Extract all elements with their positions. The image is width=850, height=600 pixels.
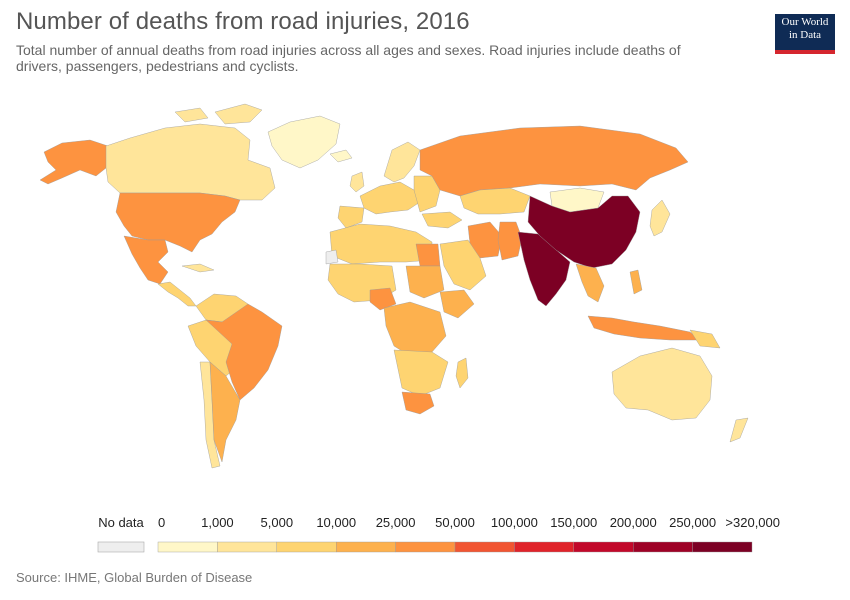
country-pakistan-afghanistan[interactable] — [497, 221, 523, 261]
country-philippines[interactable] — [629, 269, 643, 295]
country-argentina[interactable] — [209, 361, 241, 463]
country-canada[interactable] — [105, 123, 276, 201]
country-south-africa[interactable] — [401, 391, 435, 415]
legend-swatch-2 — [276, 541, 337, 553]
country-central-america[interactable] — [157, 281, 197, 307]
country-southern-africa[interactable] — [393, 349, 449, 397]
legend-label-10: >320,000 — [725, 515, 780, 530]
country-brazil[interactable] — [205, 303, 283, 401]
country-japan[interactable] — [649, 199, 671, 237]
legend-label-7: 150,000 — [550, 515, 597, 530]
country-egypt[interactable] — [415, 243, 441, 267]
legend-labels: 0 1,000 5,000 10,000 25,000 50,000 100,000 150,… — [158, 515, 780, 530]
country-sudan[interactable] — [405, 265, 445, 299]
country-usa[interactable] — [115, 192, 241, 253]
legend-swatches — [157, 541, 753, 553]
source-note: Source: IHME, Global Burden of Disease — [16, 570, 253, 585]
country-china[interactable] — [527, 195, 641, 269]
legend-swatch-3 — [336, 541, 396, 553]
map-legend: No data 0 1,000 5,000 10,000 25,000 50,000 100… — [97, 515, 780, 553]
legend-swatch-9 — [692, 541, 753, 553]
legend-swatch-7 — [573, 541, 634, 553]
legend-label-1: 1,000 — [201, 515, 234, 530]
logo-line-2: in Data — [788, 29, 822, 41]
legend-label-2: 5,000 — [261, 515, 294, 530]
country-madagascar[interactable] — [455, 357, 469, 389]
legend-no-data-swatch — [97, 541, 145, 553]
country-iberia[interactable] — [337, 205, 365, 229]
legend-label-8: 200,000 — [610, 515, 657, 530]
legend-no-data-label: No data — [98, 515, 144, 530]
country-southeast-asia[interactable] — [575, 263, 605, 303]
country-turkey[interactable] — [421, 211, 463, 229]
country-australia[interactable] — [611, 347, 713, 421]
legend-swatch-4 — [395, 541, 456, 553]
country-indonesia[interactable] — [587, 315, 701, 341]
country-russia[interactable] — [419, 125, 689, 197]
country-central-africa[interactable] — [383, 301, 447, 357]
legend-swatch-5 — [454, 541, 515, 553]
legend-label-0: 0 — [158, 515, 165, 530]
country-saudi-arabia[interactable] — [439, 239, 487, 291]
legend-swatch-6 — [514, 541, 575, 553]
country-mexico[interactable] — [123, 235, 169, 285]
chart-title: Number of deaths from road injuries, 201… — [16, 8, 470, 35]
legend-swatch-0 — [157, 541, 218, 553]
chart-subtitle: Total number of annual deaths from road … — [16, 42, 681, 74]
country-ethiopia[interactable] — [439, 289, 475, 319]
country-western-sahara[interactable] — [325, 249, 339, 265]
legend-label-3: 10,000 — [316, 515, 356, 530]
country-kazakhstan[interactable] — [459, 187, 531, 215]
legend-swatch-1 — [217, 541, 277, 553]
logo-line-1: Our World — [781, 16, 829, 28]
country-iceland[interactable] — [329, 149, 353, 163]
country-cuba[interactable] — [181, 263, 215, 273]
legend-label-5: 50,000 — [435, 515, 475, 530]
country-uk[interactable] — [349, 171, 365, 193]
legend-label-4: 25,000 — [376, 515, 416, 530]
owid-logo[interactable]: Our World in Data — [775, 14, 835, 54]
country-greenland[interactable] — [267, 115, 341, 169]
legend-label-9: 250,000 — [669, 515, 716, 530]
country-new-zealand[interactable] — [729, 417, 749, 443]
country-canada-arctic[interactable] — [174, 103, 263, 125]
country-alaska[interactable] — [39, 139, 109, 185]
country-papua-new-guinea[interactable] — [689, 329, 721, 349]
country-scandinavia[interactable] — [383, 141, 421, 183]
country-western-europe[interactable] — [359, 181, 421, 215]
legend-swatch-8 — [633, 541, 693, 553]
legend-label-6: 100,000 — [491, 515, 538, 530]
